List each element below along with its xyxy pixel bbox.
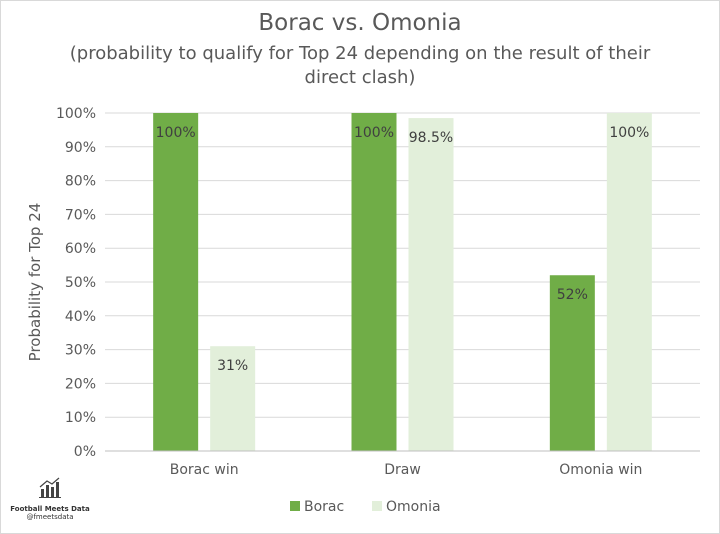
x-tick-label: Borac win <box>170 462 239 478</box>
legend-swatch-borac <box>290 501 300 511</box>
data-label: 31% <box>217 358 248 374</box>
data-label: 52% <box>557 287 588 303</box>
bar-borac-1 <box>351 113 397 451</box>
y-tick-label: 0% <box>74 444 96 460</box>
legend-label-omonia: Omonia <box>386 499 441 515</box>
y-tick-label: 40% <box>65 309 96 325</box>
bar-omonia-0 <box>210 346 256 451</box>
legend-label-borac: Borac <box>304 499 344 515</box>
data-label: 98.5% <box>409 130 453 146</box>
legend-swatch-omonia <box>372 501 382 511</box>
bar-omonia-1 <box>408 118 454 451</box>
chart-logo-icon <box>39 477 61 498</box>
y-tick-label: 100% <box>56 106 96 122</box>
y-tick-label: 80% <box>65 174 96 190</box>
y-tick-label: 30% <box>65 343 96 359</box>
y-tick-label: 50% <box>65 275 96 291</box>
bar-omonia-2 <box>606 113 652 451</box>
y-tick-label: 10% <box>65 410 96 426</box>
x-tick-label: Omonia win <box>559 462 642 478</box>
data-label: 100% <box>354 125 394 141</box>
x-tick-label: Draw <box>384 462 421 478</box>
bar-borac-0 <box>153 113 199 451</box>
brand-name: Football Meets Data <box>10 505 90 513</box>
chart-subtitle: (probability to qualify for Top 24 depen… <box>69 43 651 88</box>
bar-borac-2 <box>549 275 595 451</box>
y-tick-label: 20% <box>65 376 96 392</box>
data-label: 100% <box>156 125 196 141</box>
y-tick-label: 70% <box>65 207 96 223</box>
brand-handle: @fmeetsdata <box>26 513 74 521</box>
data-label: 100% <box>609 125 649 141</box>
y-tick-label: 90% <box>65 140 96 156</box>
chart-title: Borac vs. Omonia <box>258 10 462 36</box>
y-axis-label: Probability for Top 24 <box>26 203 44 362</box>
y-tick-label: 60% <box>65 241 96 257</box>
brand-logo: Football Meets Data @fmeetsdata <box>10 477 90 521</box>
